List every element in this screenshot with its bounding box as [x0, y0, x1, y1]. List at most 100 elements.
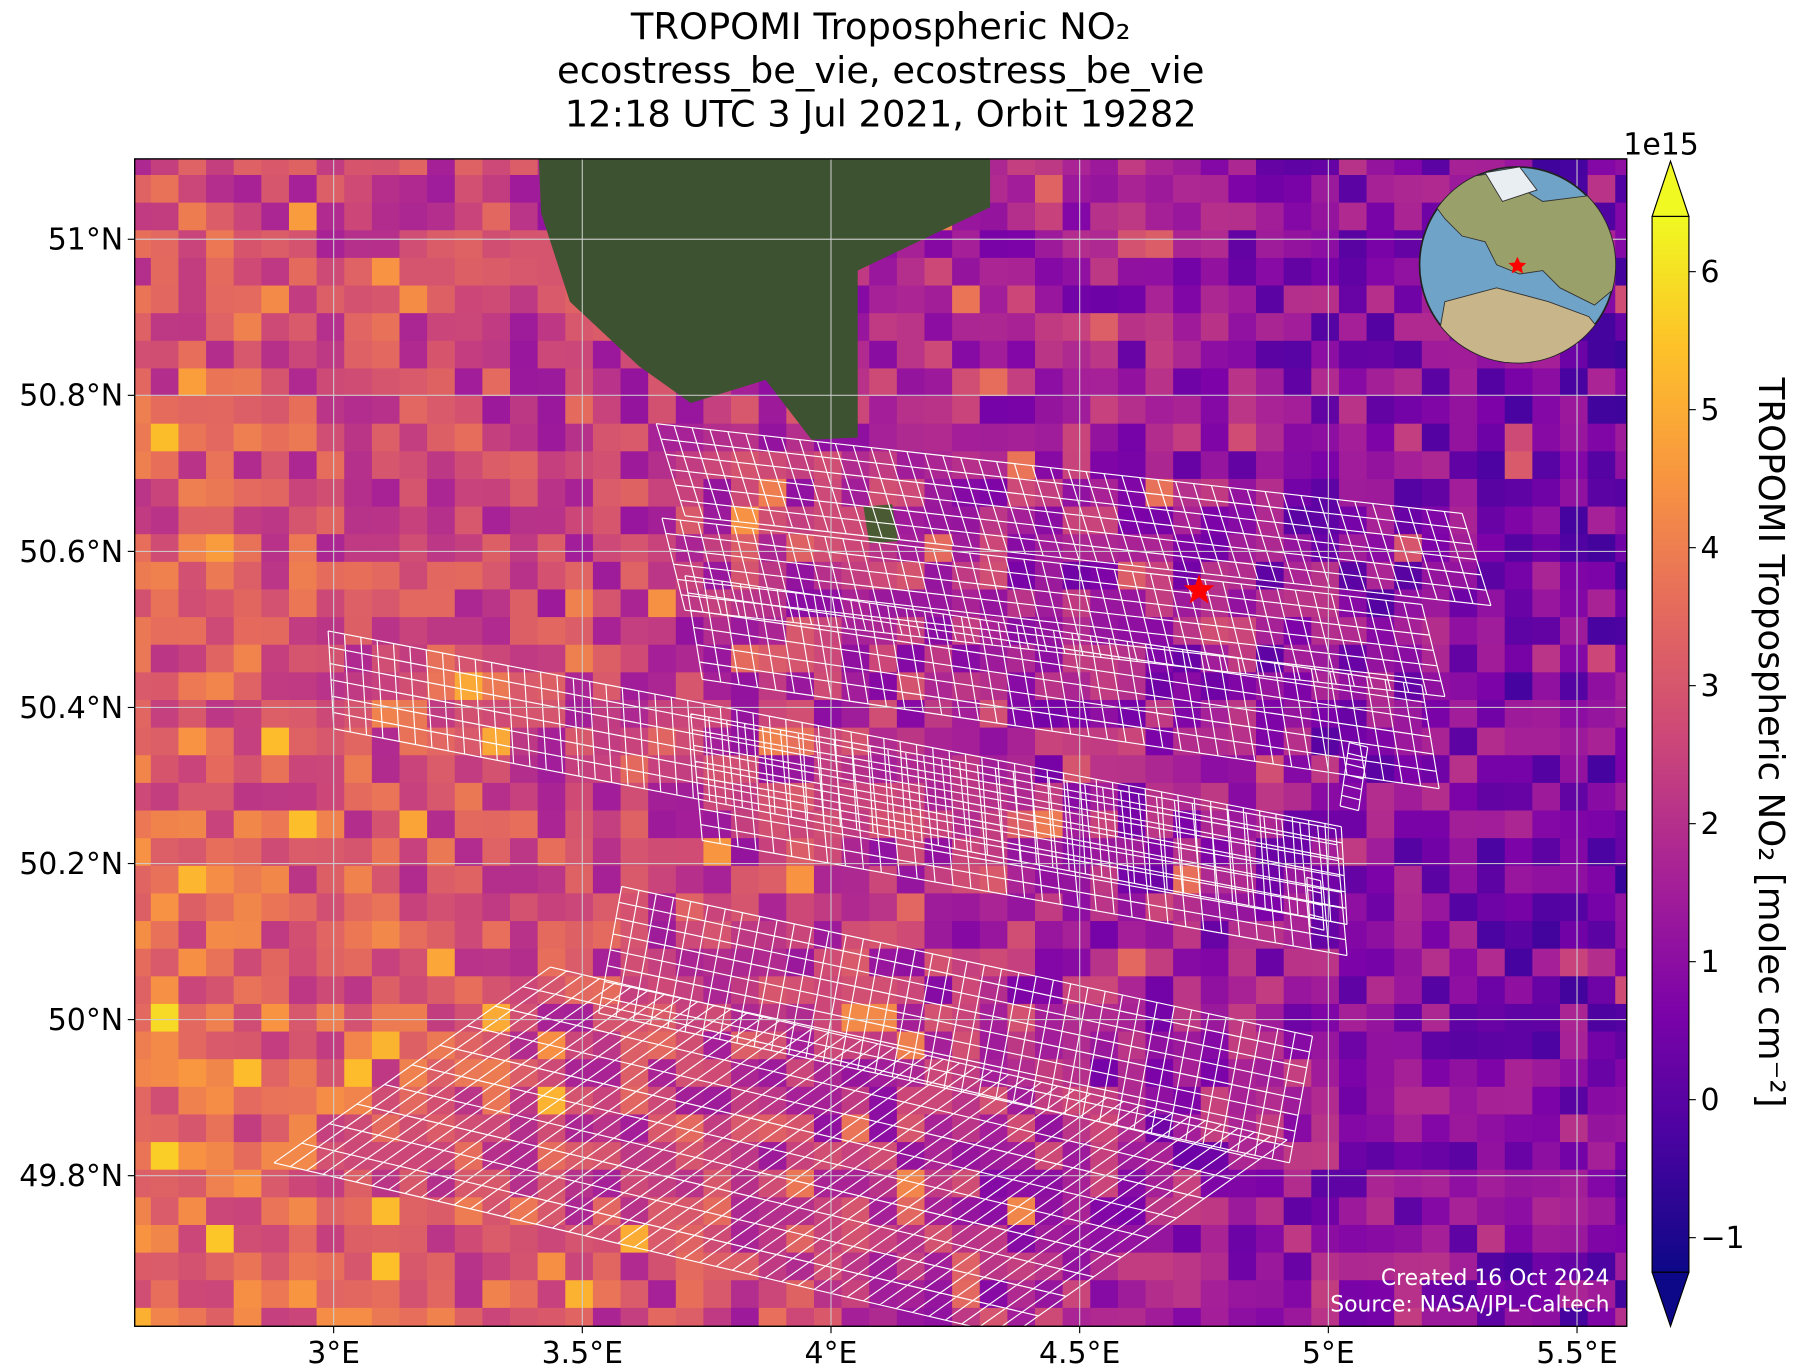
pixel [427, 451, 456, 480]
pixel [510, 976, 539, 1005]
pixel [1117, 158, 1147, 176]
pixel [510, 313, 539, 342]
pixel [1062, 202, 1091, 231]
pixel [482, 561, 511, 591]
pixel [1283, 313, 1312, 342]
pixel [592, 1252, 622, 1281]
pixel [344, 285, 373, 314]
pixel [1173, 368, 1202, 397]
pixel [731, 838, 760, 867]
pixel [1366, 1142, 1395, 1171]
credit: Created 16 Oct 2024 [1381, 1266, 1610, 1291]
pixel [261, 699, 290, 729]
pixel [316, 755, 345, 784]
pixel [1532, 782, 1561, 812]
pixel [371, 1169, 401, 1198]
pixel [1145, 755, 1174, 784]
pixel [1256, 976, 1285, 1005]
pixel [399, 340, 428, 369]
pixel [952, 727, 981, 756]
pixel [758, 699, 787, 729]
pixel [979, 368, 1008, 397]
pixel [1200, 451, 1229, 480]
pixel [1559, 1114, 1589, 1143]
pixel [454, 175, 483, 204]
pixel [371, 755, 401, 784]
x-tick-label: 5°E [1302, 1336, 1355, 1371]
pixel [427, 893, 456, 922]
pixel [261, 589, 290, 618]
pixel [178, 976, 207, 1005]
pixel [1449, 1003, 1478, 1033]
pixel [731, 1280, 760, 1309]
pixel [1615, 699, 1627, 729]
pixel [869, 644, 898, 673]
pixel [316, 396, 345, 425]
pixel [178, 1114, 207, 1143]
site-marker [1183, 574, 1215, 604]
pixel [620, 423, 649, 452]
pixel [1504, 1307, 1533, 1327]
pixel [399, 1252, 428, 1281]
pixel [1338, 948, 1368, 977]
pixel [1421, 1003, 1451, 1033]
pixel [1504, 478, 1533, 508]
pixel [703, 1307, 732, 1327]
pixel [233, 158, 262, 176]
pixel [1145, 921, 1174, 950]
pixel [1366, 810, 1395, 839]
pixel [178, 230, 207, 259]
pixel [427, 782, 456, 812]
pixel [427, 1086, 456, 1116]
pixel [206, 893, 235, 922]
pixel [537, 451, 566, 480]
pixel [952, 1224, 981, 1254]
pixel [1366, 340, 1395, 369]
pixel [979, 1003, 1008, 1033]
pixel [1090, 1307, 1119, 1327]
pixel [1477, 644, 1506, 673]
pixel [261, 1280, 290, 1309]
pixel [1559, 561, 1589, 591]
pixel [1117, 175, 1147, 204]
pixel [1587, 1197, 1616, 1226]
pixel [592, 1280, 622, 1309]
pixel [316, 1252, 345, 1281]
pixel [1559, 396, 1589, 425]
pixel [731, 893, 760, 922]
pixel [620, 810, 649, 839]
pixel [316, 202, 345, 231]
pixel [1587, 451, 1616, 480]
pixel [1228, 340, 1257, 369]
pixel [758, 1169, 787, 1198]
pixel [1559, 1252, 1589, 1281]
pixel [1035, 230, 1064, 259]
pixel [399, 1003, 428, 1033]
pixel [233, 534, 262, 563]
pixel [344, 1280, 373, 1309]
pixel [178, 893, 207, 922]
pixel [1504, 1003, 1533, 1033]
pixel [841, 1059, 870, 1088]
pixel [1062, 158, 1091, 176]
pixel [399, 257, 428, 287]
pixel [150, 506, 180, 535]
pixel [1228, 1224, 1257, 1254]
pixel [178, 313, 207, 342]
pixel [344, 451, 373, 480]
pixel [1200, 948, 1229, 977]
pixel [648, 1224, 677, 1254]
pixel [427, 202, 456, 231]
pixel [537, 1252, 566, 1281]
pixel [1062, 340, 1091, 369]
pixel [592, 893, 622, 922]
pixel [134, 451, 152, 480]
pixel [1615, 865, 1627, 894]
pixel [1477, 921, 1506, 950]
pixel [1615, 1307, 1627, 1327]
pixel [1200, 755, 1229, 784]
pixel [399, 534, 428, 563]
pixel [592, 755, 622, 784]
pixel [1366, 1307, 1395, 1327]
pixel [952, 1086, 981, 1116]
